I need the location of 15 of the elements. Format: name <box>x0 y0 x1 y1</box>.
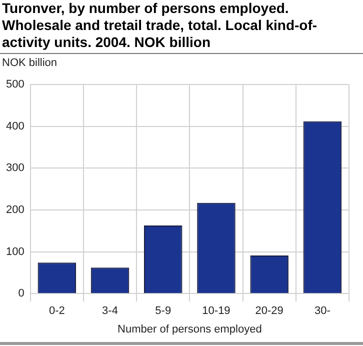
x-axis-title: Number of persons employed <box>118 323 262 336</box>
x-tick-label: 0-2 <box>48 305 65 318</box>
y-tick-label: 400 <box>6 120 24 132</box>
y-tick-label: 200 <box>6 204 24 216</box>
x-tick-label: 20-29 <box>255 305 284 318</box>
x-tick-label: 5-9 <box>155 305 172 318</box>
y-tick-label: 500 <box>6 78 24 91</box>
y-tick-label: 100 <box>6 246 24 258</box>
y-axis-title: NOK billion <box>2 57 58 69</box>
y-tick-label: 0 <box>18 288 24 300</box>
x-tick-label: 30- <box>314 305 331 318</box>
x-tick-label: 10-19 <box>202 305 230 318</box>
x-tick-label: 3-4 <box>102 305 118 318</box>
y-tick-label: 300 <box>6 162 24 174</box>
chart-title: Turonver, by number of persons employed. Wholesale and tretail trade, total. Local kind-of-activity units. 2004. NOK billion <box>2 0 318 51</box>
